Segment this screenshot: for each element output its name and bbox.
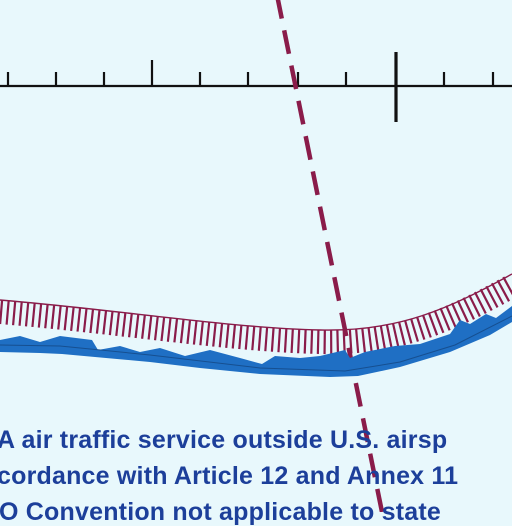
aeronautical-map [0, 0, 512, 512]
airspace-boundary [0, 273, 512, 377]
airspace-note-line-1: A air traffic service outside U.S. airsp [0, 426, 448, 454]
boundary-band-inner-edge [0, 315, 512, 372]
airspace-note-line-3: O Convention not applicable to state [0, 498, 441, 526]
boundary-hatch-edge [0, 273, 512, 331]
boundary-hatch [0, 275, 512, 355]
airspace-note-line-2: cordance with Article 12 and Annex 11 [0, 462, 459, 490]
dashed-route-line [275, 0, 385, 512]
scale-bar [0, 52, 512, 122]
boundary-band [0, 306, 512, 377]
